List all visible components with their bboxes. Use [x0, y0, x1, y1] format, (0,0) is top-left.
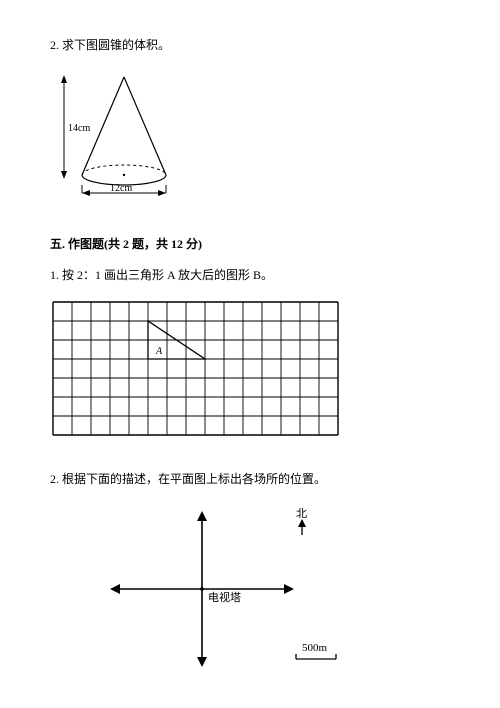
triangle-a-label: A [155, 346, 163, 357]
question-2-map-text: 2. 根据下面的描述，在平面图上标出各场所的位置。 [50, 470, 450, 487]
section-5-title: 五. 作图题(共 2 题，共 12 分) [50, 235, 450, 252]
north-label: 北 [296, 507, 307, 520]
scale-label: 500m [302, 642, 328, 654]
cone-height-label: 14cm [68, 123, 90, 134]
cone-diameter-label: 12cm [110, 183, 132, 194]
center-label: 电视塔 [208, 590, 241, 604]
map-figure: 北 电视塔 500m [90, 505, 450, 673]
grid-figure: A [52, 301, 450, 436]
question-2-cone-text: 2. 求下图圆锥的体积。 [50, 36, 450, 53]
cone-figure: 14cm 12cm [54, 71, 450, 199]
question-1-grid-text: 1. 按 2：1 画出三角形 A 放大后的图形 B。 [50, 266, 450, 283]
